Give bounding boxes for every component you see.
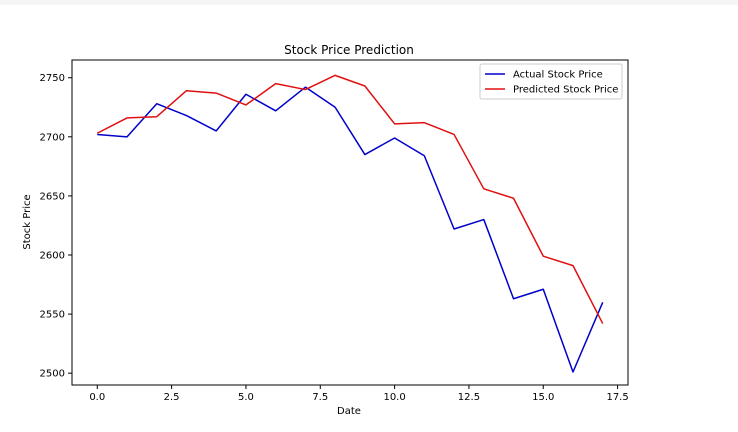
plot-area-frame bbox=[71, 59, 629, 386]
x-axis-title: Date bbox=[337, 406, 361, 417]
x-tick-label: 15.0 bbox=[532, 392, 554, 403]
y-axis-title: Stock Price bbox=[22, 194, 33, 249]
x-tick-label: 10.0 bbox=[383, 392, 405, 403]
x-tick-label: 0.0 bbox=[89, 392, 105, 403]
x-tick-label: 7.5 bbox=[312, 392, 328, 403]
y-tick-label: 2750 bbox=[40, 73, 65, 84]
y-axis-ticks: 2500 2550 2600 2650 2700 2750 bbox=[40, 73, 72, 380]
series-layer bbox=[96, 74, 604, 373]
y-tick-label: 2500 bbox=[40, 369, 65, 380]
chart-title: Stock Price Prediction bbox=[284, 43, 414, 57]
window-top-strip bbox=[0, 0, 738, 5]
y-tick-label: 2600 bbox=[40, 251, 65, 262]
series-line-actual-stock-price bbox=[97, 86, 604, 373]
x-tick-label: 2.5 bbox=[164, 392, 180, 403]
legend-label-actual-stock-price: Actual Stock Price bbox=[513, 70, 603, 81]
y-tick-label: 2650 bbox=[40, 191, 65, 202]
series-line-predicted-stock-price bbox=[96, 74, 604, 324]
x-tick-label: 12.5 bbox=[458, 392, 480, 403]
y-tick-label: 2700 bbox=[40, 132, 65, 143]
legend-label-predicted-stock-price: Predicted Stock Price bbox=[513, 85, 618, 96]
y-tick-label: 2550 bbox=[40, 310, 65, 321]
legend-box bbox=[479, 63, 623, 100]
x-axis-ticks: 0.0 2.5 5.0 7.5 10.0 12.5 15.0 17.5 bbox=[89, 385, 629, 403]
legend: Actual Stock Price Predicted Stock Price bbox=[479, 63, 623, 100]
x-tick-label: 5.0 bbox=[238, 392, 254, 403]
x-tick-label: 17.5 bbox=[606, 392, 628, 403]
